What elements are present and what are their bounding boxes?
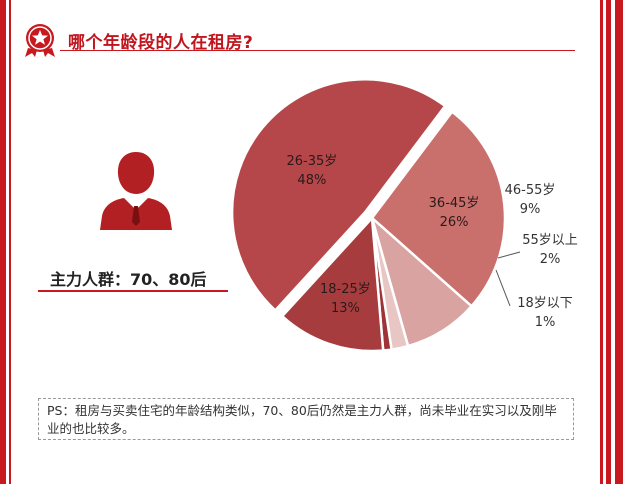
- ps-note-box: PS：租房与买卖住宅的年龄结构类似，70、80后仍然是主力人群，尚未毕业在实习以…: [38, 398, 574, 440]
- leader-line-55岁以上: [497, 251, 521, 259]
- slice-label-18-25岁: 18-25岁: [320, 282, 371, 297]
- slice-value-36-45岁: 26%: [440, 215, 469, 230]
- right-frame-bar-3: [615, 0, 623, 484]
- slice-value-55岁以上: 2%: [540, 252, 561, 267]
- main-group-label: 主力人群：70、80后: [50, 270, 207, 289]
- left-frame-bar: [0, 0, 6, 484]
- slice-label-36-45岁: 36-45岁: [429, 196, 480, 211]
- title-divider: [60, 50, 575, 51]
- slice-label-55岁以上: 55岁以上: [522, 233, 578, 248]
- slice-label-18岁以下: 18岁以下: [517, 296, 573, 311]
- pie-slice-26-35岁: [230, 77, 447, 313]
- slice-value-26-35岁: 48%: [297, 173, 326, 188]
- right-frame-bar-1: [600, 0, 603, 484]
- pie-slice-36-45岁: [370, 110, 507, 308]
- page-title: 哪个年龄段的人在租房?: [68, 33, 254, 53]
- right-frame-bar-2: [606, 0, 611, 484]
- leader-line-18岁以下: [495, 269, 511, 307]
- person-icon: [100, 152, 172, 230]
- left-frame-line: [9, 0, 11, 484]
- ps-note-text: PS：租房与买卖住宅的年龄结构类似，70、80后仍然是主力人群，尚未毕业在实习以…: [47, 403, 557, 436]
- slice-value-18岁以下: 1%: [535, 315, 556, 330]
- star-badge-icon: [25, 24, 55, 57]
- pie-slice-18-25岁: [280, 215, 385, 353]
- slice-label-46-55岁: 46-55岁: [505, 183, 556, 198]
- slice-value-18-25岁: 13%: [331, 301, 360, 316]
- slice-label-26-35岁: 26-35岁: [286, 154, 337, 169]
- main-group-underline: [38, 290, 228, 292]
- slice-value-46-55岁: 9%: [520, 202, 541, 217]
